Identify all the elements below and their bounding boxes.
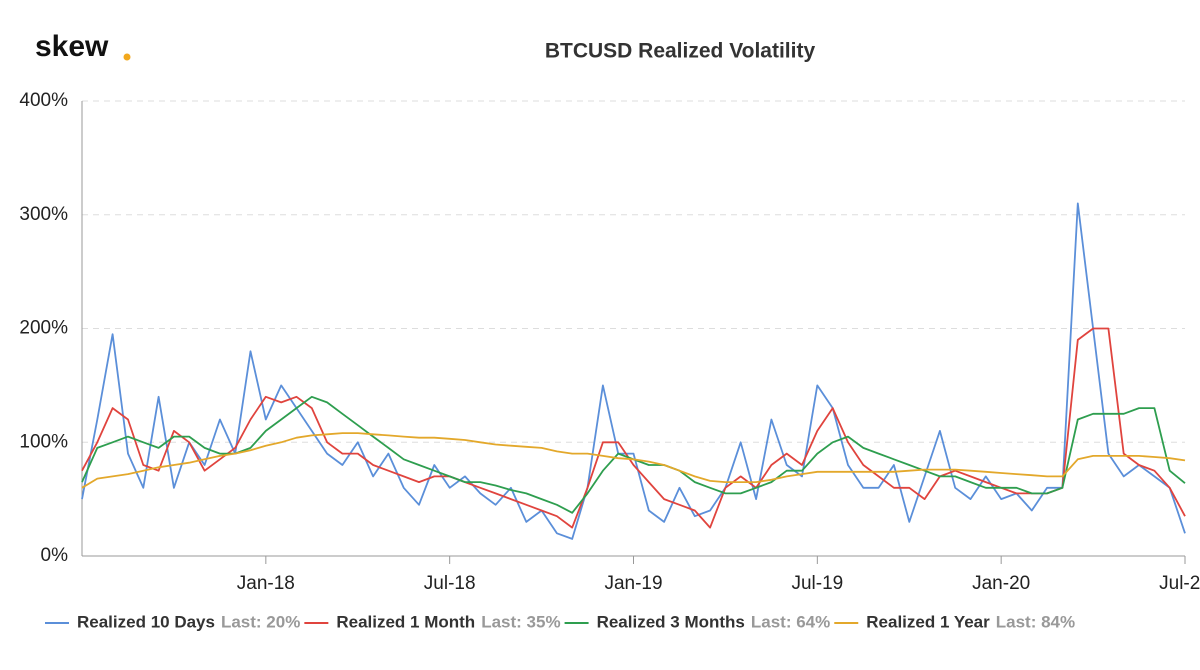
x-tick-label: Jul-19 bbox=[791, 573, 843, 594]
legend-last: Last: 35% bbox=[481, 612, 560, 631]
y-tick-label: 400% bbox=[19, 90, 68, 111]
x-tick-label: Jul-18 bbox=[424, 573, 476, 594]
y-tick-label: 300% bbox=[19, 204, 68, 225]
series-line bbox=[81, 202, 1186, 540]
legend-label: Realized 1 Month bbox=[336, 612, 475, 631]
y-tick-label: 200% bbox=[19, 318, 68, 339]
series-line bbox=[81, 432, 1186, 489]
chart-title: BTCUSD Realized Volatility bbox=[545, 40, 816, 63]
legend-label: Realized 10 Days bbox=[77, 612, 215, 631]
y-tick-label: 100% bbox=[19, 431, 68, 452]
legend-last: Last: 84% bbox=[996, 612, 1075, 631]
legend-label: Realized 1 Year bbox=[866, 612, 990, 631]
logo: skew bbox=[35, 30, 109, 63]
x-tick-label: Jan-20 bbox=[972, 573, 1030, 594]
legend-label: Realized 3 Months bbox=[597, 612, 745, 631]
x-tick-label: Jul-20 bbox=[1159, 573, 1200, 594]
legend-last: Last: 20% bbox=[221, 612, 300, 631]
legend-last: Last: 64% bbox=[751, 612, 830, 631]
x-tick-label: Jan-19 bbox=[604, 573, 662, 594]
logo-dot bbox=[123, 53, 131, 61]
x-tick-label: Jan-18 bbox=[237, 573, 295, 594]
y-tick-label: 0% bbox=[41, 545, 69, 566]
